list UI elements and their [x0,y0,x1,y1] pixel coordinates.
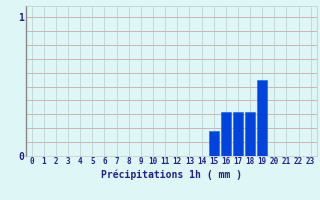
X-axis label: Précipitations 1h ( mm ): Précipitations 1h ( mm ) [101,169,242,180]
Bar [221,112,231,156]
Bar [245,112,255,156]
Bar [233,112,243,156]
Bar [257,80,267,156]
Bar [209,131,219,156]
